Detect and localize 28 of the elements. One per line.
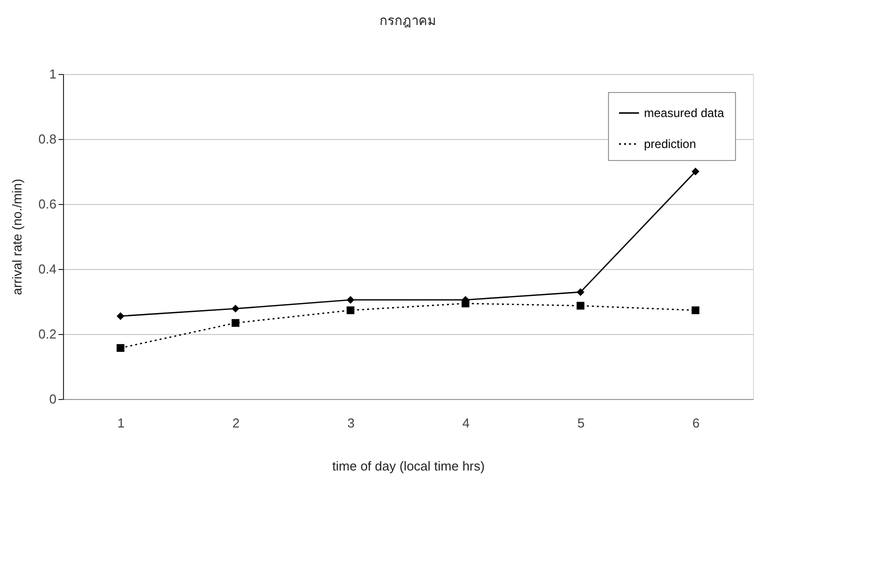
x-tick-label: 5 <box>577 416 585 430</box>
x-tick-label: 3 <box>347 416 355 430</box>
point <box>116 344 124 352</box>
y-tick-label: 0.6 <box>38 196 56 212</box>
point <box>232 304 240 313</box>
point <box>232 319 240 327</box>
point <box>346 306 354 314</box>
y-axis-title: arrival rate (no./min) <box>9 178 24 296</box>
legend-label: measured data <box>644 106 724 120</box>
y-tick-label: 0.2 <box>38 326 56 342</box>
point <box>576 302 584 310</box>
y-tick-label: 0 <box>49 392 56 406</box>
x-tick-label: 4 <box>462 416 470 430</box>
point <box>576 288 584 296</box>
y-tick-label: 1 <box>49 66 56 82</box>
x-tick-label: 2 <box>232 416 240 430</box>
point <box>462 300 470 308</box>
chart-title: กรกฎาคม <box>380 13 436 28</box>
point <box>346 296 354 304</box>
point <box>116 312 124 320</box>
y-tick-label: 0.4 <box>38 262 56 276</box>
x-tick-label: 1 <box>117 416 125 430</box>
x-tick-label: 6 <box>692 416 700 430</box>
point <box>692 306 700 314</box>
y-tick-label: 0.8 <box>38 132 56 146</box>
point <box>692 168 700 176</box>
x-axis-title: time of day (local time hrs) <box>332 458 485 474</box>
legend-label: prediction <box>644 137 696 151</box>
